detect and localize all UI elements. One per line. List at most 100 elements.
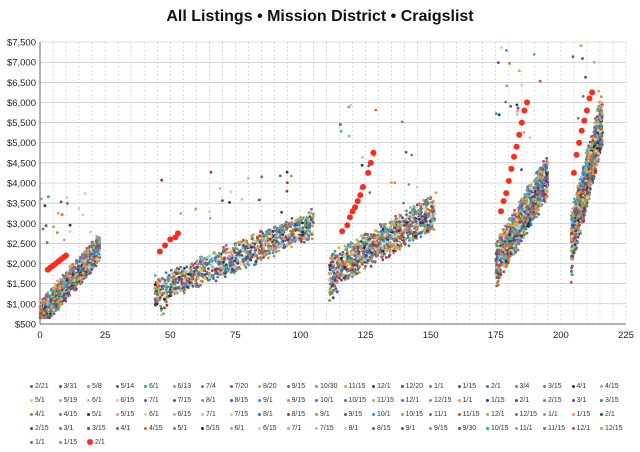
data-point bbox=[293, 237, 296, 240]
data-point bbox=[245, 245, 248, 248]
data-point bbox=[310, 208, 313, 211]
data-point bbox=[197, 277, 200, 280]
data-point bbox=[433, 212, 436, 215]
data-point bbox=[291, 217, 294, 220]
data-point bbox=[524, 212, 527, 215]
data-point bbox=[203, 273, 206, 276]
data-point-outlier bbox=[260, 175, 263, 178]
data-point bbox=[67, 292, 70, 295]
data-point bbox=[255, 260, 258, 263]
data-point bbox=[256, 237, 259, 240]
data-point bbox=[362, 242, 365, 245]
data-point bbox=[70, 287, 73, 290]
data-point bbox=[237, 256, 240, 259]
data-point bbox=[502, 270, 505, 273]
data-point-outlier bbox=[350, 104, 353, 107]
data-point bbox=[374, 229, 377, 232]
data-point bbox=[401, 216, 404, 219]
data-point bbox=[310, 218, 313, 221]
data-point-outlier bbox=[47, 195, 50, 198]
data-point bbox=[526, 189, 529, 192]
data-point bbox=[239, 256, 242, 259]
data-point bbox=[265, 241, 268, 244]
data-point bbox=[72, 270, 75, 273]
data-point bbox=[267, 245, 270, 248]
data-point bbox=[259, 230, 262, 233]
data-point bbox=[190, 266, 193, 269]
data-point bbox=[392, 238, 395, 241]
data-point bbox=[198, 267, 201, 270]
data-point bbox=[275, 237, 278, 240]
data-point bbox=[223, 271, 226, 274]
data-point bbox=[526, 186, 529, 189]
data-point bbox=[381, 247, 384, 250]
data-point bbox=[380, 245, 383, 248]
data-point bbox=[192, 264, 195, 267]
data-point bbox=[366, 240, 369, 243]
data-point bbox=[335, 266, 338, 269]
data-point bbox=[154, 303, 157, 306]
data-point bbox=[195, 269, 198, 272]
data-point bbox=[525, 193, 528, 196]
data-point bbox=[90, 268, 93, 271]
data-point bbox=[302, 237, 305, 240]
data-point bbox=[516, 214, 519, 217]
data-point bbox=[424, 211, 427, 214]
data-point-outlier bbox=[52, 225, 55, 228]
data-point bbox=[89, 266, 92, 269]
data-point bbox=[375, 241, 378, 244]
data-point bbox=[355, 257, 358, 260]
data-point bbox=[411, 224, 414, 227]
data-point bbox=[312, 231, 315, 234]
data-point bbox=[211, 266, 214, 269]
data-point bbox=[509, 255, 512, 258]
data-point bbox=[193, 267, 196, 270]
data-point bbox=[533, 214, 536, 217]
data-point bbox=[504, 251, 507, 254]
data-point bbox=[228, 251, 231, 254]
data-point bbox=[570, 270, 573, 273]
data-point bbox=[243, 255, 246, 258]
data-point bbox=[385, 256, 388, 259]
data-point bbox=[430, 215, 433, 218]
data-point bbox=[218, 252, 221, 255]
data-point bbox=[225, 248, 228, 251]
data-point bbox=[340, 253, 343, 256]
data-point bbox=[174, 282, 177, 285]
data-point bbox=[537, 176, 540, 179]
data-point bbox=[355, 254, 358, 257]
data-point bbox=[390, 220, 393, 223]
data-point-outlier bbox=[505, 85, 508, 88]
data-point bbox=[369, 235, 372, 238]
data-point bbox=[173, 284, 176, 287]
data-point bbox=[355, 239, 358, 242]
data-point bbox=[332, 296, 335, 299]
data-point bbox=[348, 261, 351, 264]
data-point bbox=[284, 223, 287, 226]
data-point bbox=[58, 285, 61, 288]
data-point bbox=[404, 237, 407, 240]
data-point bbox=[391, 247, 394, 250]
data-point bbox=[212, 252, 215, 255]
data-point bbox=[80, 260, 83, 263]
data-point bbox=[402, 236, 405, 239]
data-point-outlier bbox=[230, 190, 233, 193]
data-point bbox=[423, 203, 426, 206]
data-point bbox=[420, 231, 423, 234]
data-point bbox=[409, 215, 412, 218]
data-point bbox=[54, 283, 57, 286]
data-point bbox=[524, 233, 527, 236]
data-point-outlier bbox=[45, 224, 48, 227]
data-point-outlier bbox=[247, 177, 250, 180]
data-point-outlier bbox=[286, 181, 289, 184]
data-point bbox=[208, 276, 211, 279]
data-point bbox=[171, 276, 174, 279]
data-point bbox=[276, 245, 279, 248]
data-point bbox=[301, 217, 304, 220]
data-point bbox=[409, 237, 412, 240]
data-point bbox=[272, 252, 275, 255]
data-point bbox=[301, 228, 304, 231]
data-point bbox=[515, 234, 518, 237]
data-point bbox=[592, 167, 595, 170]
data-point bbox=[348, 274, 351, 277]
